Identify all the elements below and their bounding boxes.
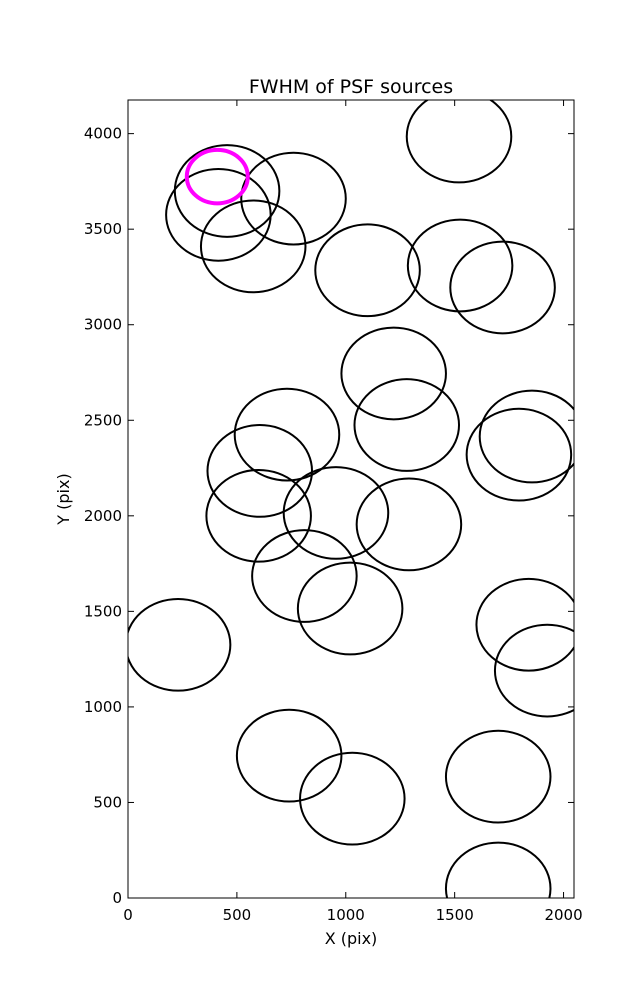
psf-circle xyxy=(296,561,404,656)
y-tick-label: 3500 xyxy=(84,220,122,238)
y-axis-label: Y (pix) xyxy=(54,473,73,525)
psf-circle xyxy=(205,468,312,563)
psf-circle xyxy=(405,100,513,184)
y-tick-label: 0 xyxy=(112,889,122,907)
psf-circle xyxy=(165,167,272,262)
psf-circle xyxy=(282,466,390,560)
psf-circle xyxy=(251,529,358,623)
psf-circle xyxy=(128,597,232,692)
psf-circle xyxy=(475,577,574,672)
chart-title: FWHM of PSF sources xyxy=(249,76,453,98)
psf-circle xyxy=(493,623,574,718)
psf-circle xyxy=(444,729,552,824)
x-tick-label: 1500 xyxy=(436,906,474,924)
y-tick-label: 500 xyxy=(93,793,122,811)
highlight-psf-circle xyxy=(184,147,250,206)
y-tick-label: 2500 xyxy=(84,411,122,429)
y-tick-label: 4000 xyxy=(84,125,122,143)
psf-circle xyxy=(206,424,314,518)
psf-circle xyxy=(444,841,552,898)
psf-circle xyxy=(233,387,341,482)
plot-frame xyxy=(127,99,575,899)
y-tick-label: 1500 xyxy=(84,602,122,620)
y-tick-label: 1000 xyxy=(84,698,122,716)
psf-circle xyxy=(355,477,463,572)
psf-circle xyxy=(406,218,514,313)
psf-circle xyxy=(449,240,556,335)
psf-circle xyxy=(465,407,573,502)
y-axis-ticks: 0 500 1000 1500 2000 2500 3000 3500 4000 xyxy=(84,125,574,907)
psf-circle xyxy=(235,708,343,803)
psf-circle xyxy=(340,326,447,421)
y-tick-label: 2000 xyxy=(84,507,122,525)
psf-circle xyxy=(478,389,574,484)
x-axis-ticks: 0 500 1000 1500 2000 xyxy=(123,100,583,924)
x-tick-label: 0 xyxy=(123,906,133,924)
psf-circles-layer xyxy=(128,100,574,898)
psf-circle xyxy=(314,223,421,318)
psf-circle xyxy=(240,151,347,246)
psf-circle xyxy=(299,751,406,846)
x-tick-label: 1000 xyxy=(327,906,365,924)
x-tick-label: 500 xyxy=(223,906,252,924)
psf-circle xyxy=(199,199,307,294)
psf-circle xyxy=(353,378,461,472)
x-axis-label: X (pix) xyxy=(325,929,378,948)
y-tick-label: 3000 xyxy=(84,316,122,334)
x-tick-label: 2000 xyxy=(544,906,582,924)
